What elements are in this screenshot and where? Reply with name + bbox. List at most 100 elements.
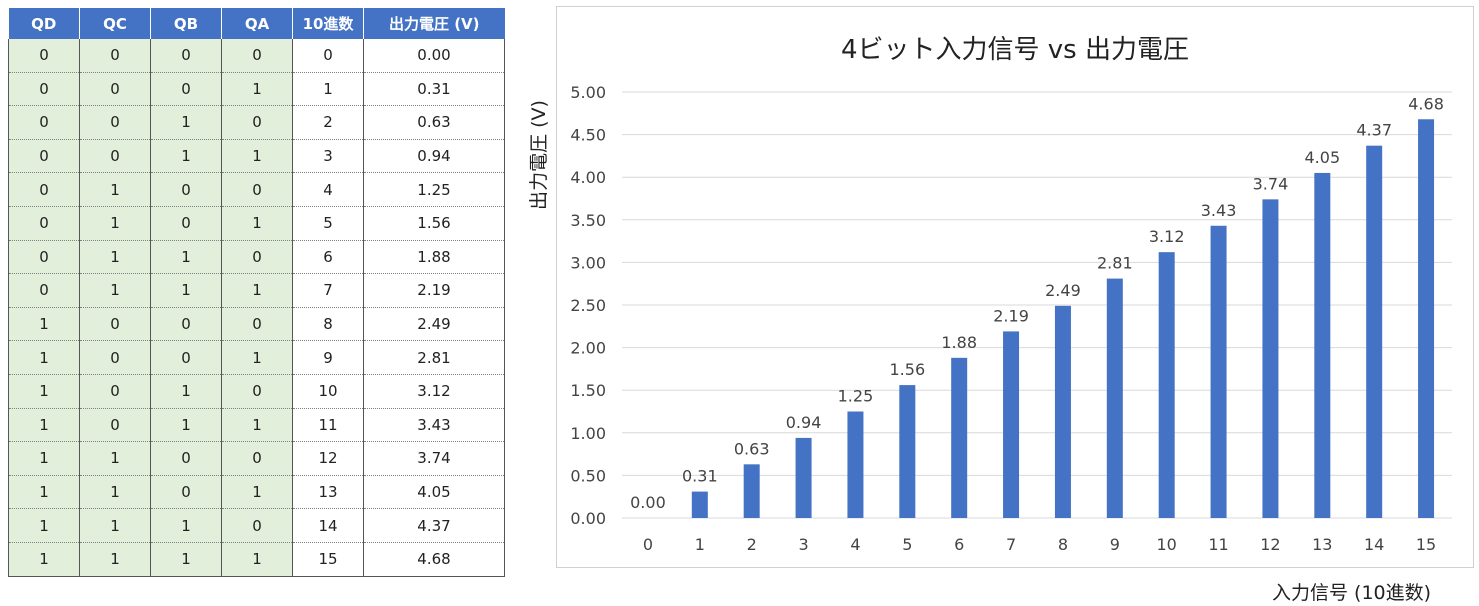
x-tick-label: 14	[1364, 535, 1384, 554]
table-row: 0 1 0 0 4 1.25	[8, 172, 505, 207]
y-tick-label: 4.00	[570, 168, 606, 187]
table-row: 0 1 0 1 5 1.56	[8, 206, 505, 241]
cell-qb: 0	[150, 72, 222, 107]
cell-qc: 1	[79, 172, 151, 207]
cell-voltage: 2.81	[363, 340, 505, 375]
cell-decimal: 4	[292, 172, 364, 207]
cell-decimal: 10	[292, 374, 364, 409]
cell-qd: 0	[8, 206, 80, 241]
x-tick-label: 13	[1312, 535, 1332, 554]
data-label: 2.81	[1097, 254, 1133, 273]
y-tick-label: 0.50	[570, 466, 606, 485]
y-tick-label: 1.00	[570, 424, 606, 443]
cell-qb: 1	[150, 374, 222, 409]
bar	[1106, 278, 1123, 518]
table-row: 1 0 1 0 10 3.12	[8, 374, 505, 409]
y-axis-title: 出力電圧 (V)	[528, 100, 550, 210]
cell-qd: 0	[8, 273, 80, 308]
cell-qc: 1	[79, 273, 151, 308]
cell-qa: 0	[221, 441, 293, 476]
bar	[1003, 331, 1020, 518]
y-tick-label: 1.50	[570, 381, 606, 400]
data-label: 0.94	[786, 413, 822, 432]
cell-qd: 0	[8, 105, 80, 140]
y-tick-label: 2.50	[570, 296, 606, 315]
cell-voltage: 3.74	[363, 441, 505, 476]
data-label: 0.00	[630, 493, 666, 512]
x-tick-label: 4	[850, 535, 860, 554]
cell-qd: 1	[8, 475, 80, 510]
cell-qa: 0	[221, 374, 293, 409]
header-qb: QB	[150, 8, 222, 39]
cell-qb: 0	[150, 441, 222, 476]
cell-qd: 1	[8, 441, 80, 476]
data-label: 4.37	[1356, 121, 1392, 140]
cell-qc: 0	[79, 139, 151, 174]
cell-qa: 0	[221, 39, 293, 73]
cell-voltage: 0.31	[363, 72, 505, 107]
cell-qd: 1	[8, 542, 80, 577]
bar	[847, 411, 864, 518]
data-label: 3.74	[1253, 174, 1289, 193]
cell-qa: 1	[221, 408, 293, 443]
table-row: 1 1 0 0 12 3.74	[8, 441, 505, 476]
cell-decimal: 2	[292, 105, 364, 140]
cell-qc: 1	[79, 508, 151, 543]
cell-qd: 1	[8, 508, 80, 543]
cell-voltage: 3.43	[363, 408, 505, 443]
cell-decimal: 3	[292, 139, 364, 174]
y-tick-label: 4.50	[570, 126, 606, 145]
bar	[1418, 119, 1435, 518]
cell-voltage: 1.88	[363, 240, 505, 275]
cell-qc: 0	[79, 72, 151, 107]
bar	[1366, 145, 1383, 518]
cell-qd: 1	[8, 307, 80, 342]
x-tick-label: 1	[695, 535, 705, 554]
x-tick-label: 12	[1260, 535, 1280, 554]
cell-qa: 1	[221, 542, 293, 577]
bar	[743, 464, 760, 518]
chart-title: 4ビット入力信号 vs 出力電圧	[841, 35, 1189, 65]
cell-qa: 1	[221, 340, 293, 375]
cell-voltage: 0.94	[363, 139, 505, 174]
x-tick-label: 15	[1416, 535, 1436, 554]
x-tick-label: 7	[1006, 535, 1016, 554]
table-row: 1 0 1 1 11 3.43	[8, 408, 505, 443]
cell-decimal: 9	[292, 340, 364, 375]
cell-qa: 1	[221, 139, 293, 174]
bar	[691, 491, 708, 518]
cell-qa: 1	[221, 475, 293, 510]
cell-qc: 0	[79, 340, 151, 375]
cell-qd: 0	[8, 39, 80, 73]
cell-qb: 0	[150, 39, 222, 73]
cell-qb: 1	[150, 508, 222, 543]
x-tick-label: 6	[954, 535, 964, 554]
cell-qb: 1	[150, 408, 222, 443]
cell-qc: 0	[79, 105, 151, 140]
cell-qd: 1	[8, 408, 80, 443]
header-qd: QD	[8, 8, 80, 39]
cell-voltage: 3.12	[363, 374, 505, 409]
data-label: 1.56	[890, 360, 926, 379]
cell-qb: 1	[150, 273, 222, 308]
cell-decimal: 15	[292, 542, 364, 577]
cell-qd: 0	[8, 139, 80, 174]
cell-qb: 1	[150, 542, 222, 577]
cell-qb: 1	[150, 139, 222, 174]
data-label: 4.05	[1305, 148, 1341, 167]
cell-qc: 0	[79, 39, 151, 73]
cell-decimal: 5	[292, 206, 364, 241]
cell-qa: 1	[221, 72, 293, 107]
data-label: 2.19	[993, 306, 1029, 325]
table-row: 0 1 1 0 6 1.88	[8, 240, 505, 275]
bar	[795, 437, 812, 518]
cell-qa: 0	[221, 240, 293, 275]
cell-voltage: 2.49	[363, 307, 505, 342]
cell-qb: 0	[150, 172, 222, 207]
cell-voltage: 0.63	[363, 105, 505, 140]
bar	[1210, 225, 1227, 519]
cell-qd: 1	[8, 374, 80, 409]
cell-voltage: 4.37	[363, 508, 505, 543]
truth-table: QD QC QB QA 10進数 出力電圧 (V) 0 0 0 0 0 0.00 0 0 0 1 1…	[8, 8, 505, 577]
table-row: 1 1 1 0 14 4.37	[8, 508, 505, 543]
